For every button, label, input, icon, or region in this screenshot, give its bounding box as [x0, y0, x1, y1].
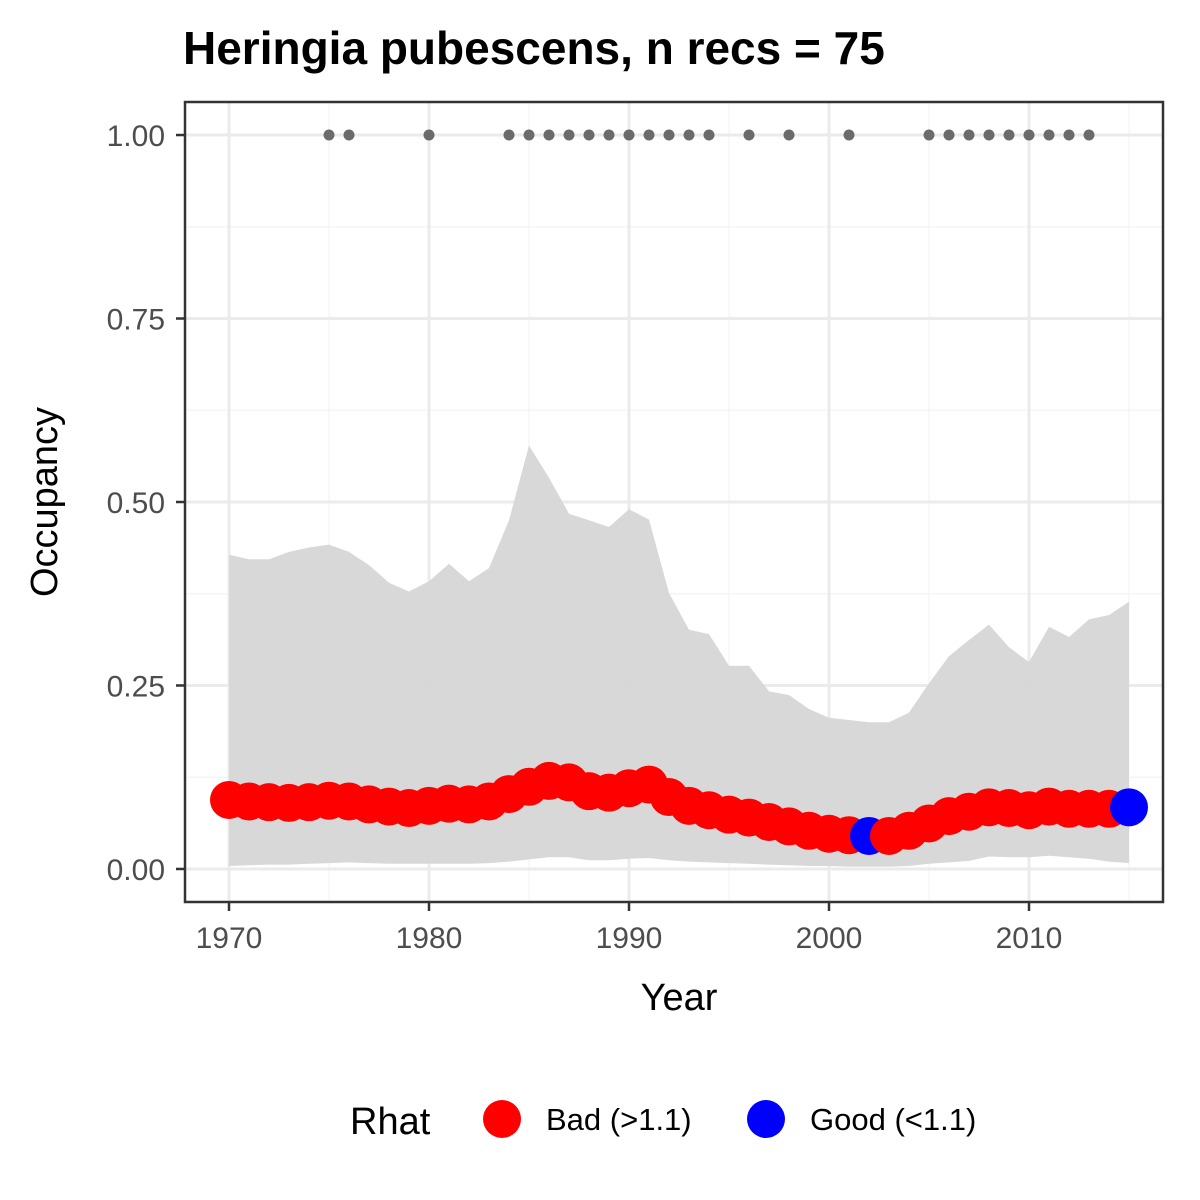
record-point — [783, 129, 795, 141]
x-tick-label: 1970 — [196, 922, 263, 955]
record-point — [1083, 129, 1095, 141]
occupancy-points — [210, 761, 1148, 855]
record-point — [943, 129, 955, 141]
record-point — [663, 129, 675, 141]
record-point — [423, 129, 435, 141]
record-point — [743, 129, 755, 141]
record-point — [923, 129, 935, 141]
record-point — [1023, 129, 1035, 141]
legend-key-good — [747, 1100, 785, 1138]
y-axis: 0.00 0.25 0.50 0.75 1.00 — [107, 120, 185, 887]
record-point — [1003, 129, 1015, 141]
record-point — [643, 129, 655, 141]
record-point — [503, 129, 515, 141]
legend: Rhat Bad (>1.1) Good (<1.1) — [350, 1100, 976, 1143]
plot-panel — [183, 100, 1165, 904]
legend-label-good: Good (<1.1) — [810, 1102, 976, 1137]
y-tick-label: 0.75 — [107, 304, 165, 337]
record-point — [563, 129, 575, 141]
record-point — [623, 129, 635, 141]
y-tick-label: 0.50 — [107, 487, 165, 520]
x-axis-title: Year — [641, 977, 718, 1019]
record-point — [323, 129, 335, 141]
record-point — [343, 129, 355, 141]
record-point — [963, 129, 975, 141]
legend-label-bad: Bad (>1.1) — [546, 1102, 692, 1137]
x-tick-label: 2010 — [996, 922, 1063, 955]
record-point — [683, 129, 695, 141]
record-point — [603, 129, 615, 141]
occupancy-point-good — [1110, 788, 1148, 827]
record-points — [323, 129, 1095, 141]
y-tick-label: 0.00 — [107, 854, 165, 887]
record-point — [703, 129, 715, 141]
legend-title: Rhat — [350, 1101, 431, 1143]
record-point — [583, 129, 595, 141]
legend-key-bad — [483, 1100, 521, 1138]
record-point — [523, 129, 535, 141]
y-tick-label: 0.25 — [107, 670, 165, 703]
chart-title: Heringia pubescens, n recs = 75 — [183, 22, 885, 74]
record-point — [843, 129, 855, 141]
credible-interval-ribbon — [229, 445, 1129, 867]
x-axis: 1970 1980 1990 2000 2010 — [196, 902, 1063, 955]
record-point — [1063, 129, 1075, 141]
record-point — [543, 129, 555, 141]
x-tick-label: 2000 — [796, 922, 863, 955]
y-tick-label: 1.00 — [107, 120, 165, 153]
x-tick-label: 1980 — [396, 922, 463, 955]
record-point — [983, 129, 995, 141]
x-tick-label: 1990 — [596, 922, 663, 955]
y-axis-title: Occupancy — [24, 407, 66, 597]
record-point — [1043, 129, 1055, 141]
